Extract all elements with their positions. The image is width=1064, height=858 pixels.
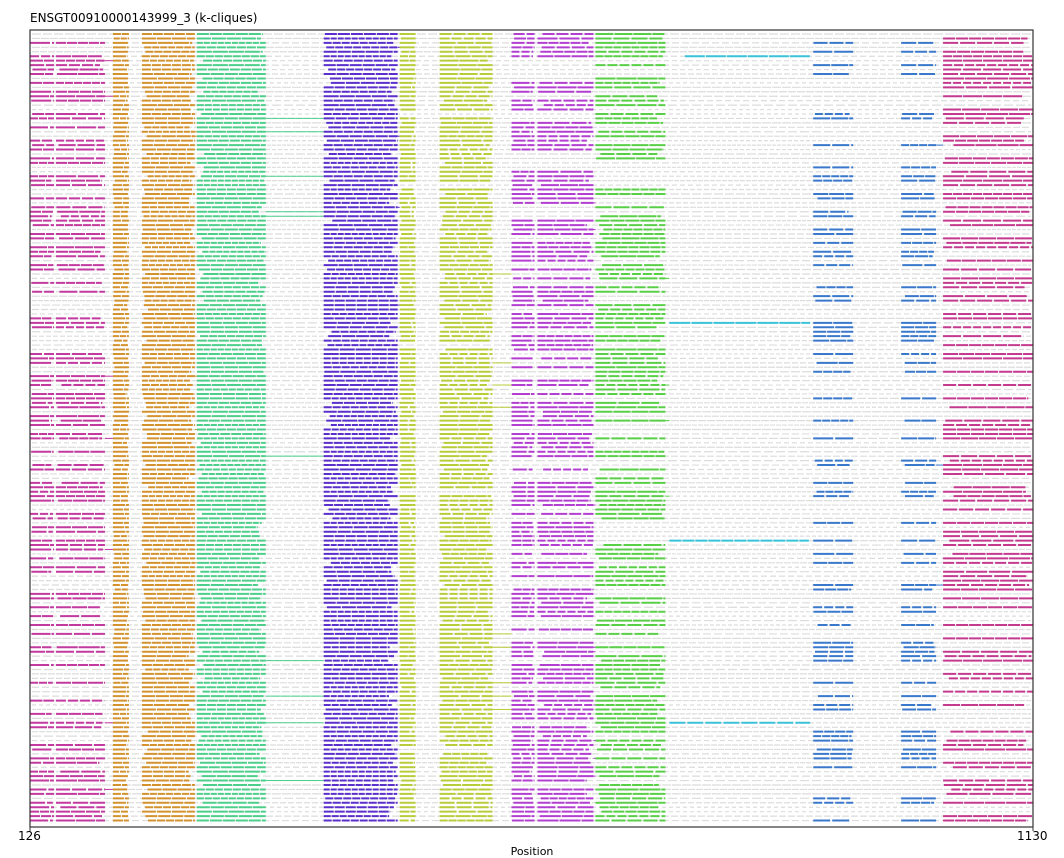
x-tick-label-end: 1130 bbox=[1017, 829, 1048, 843]
x-tick-label-start: 126 bbox=[18, 829, 41, 843]
background-tracks bbox=[32, 33, 1031, 822]
plot-frame bbox=[29, 29, 1034, 828]
x-axis-label: Position bbox=[510, 845, 554, 858]
chart-title: ENSGT00910000143999_3 (k-cliques) bbox=[30, 11, 258, 25]
cluster-segments bbox=[30, 33, 1033, 822]
